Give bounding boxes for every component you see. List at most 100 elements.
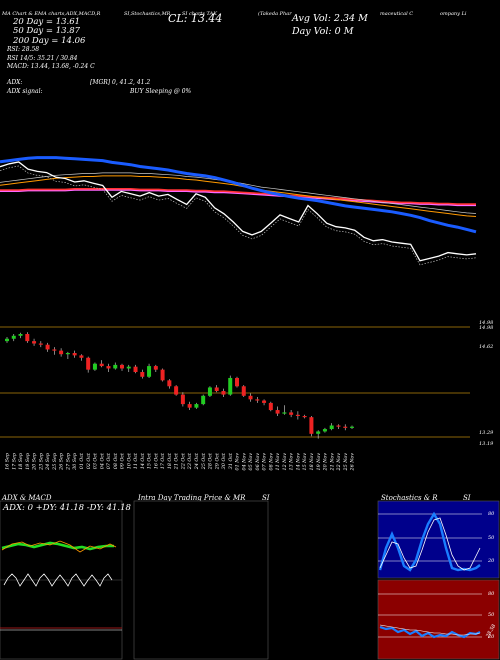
x-tick-label: 29 Oct	[214, 453, 220, 470]
candle-body	[207, 387, 212, 396]
x-tick-label: 19 Sep	[25, 453, 31, 470]
x-tick-label: 25 Oct	[201, 453, 207, 470]
candle-body	[275, 410, 280, 414]
candle-body	[25, 334, 30, 342]
candle-body	[255, 399, 260, 401]
adx-label: ADX:	[7, 79, 23, 86]
x-tick-label: 24 Sep	[45, 453, 51, 471]
price-level-top-a: 14.98	[479, 320, 494, 326]
price-level-1319: 13.19	[479, 441, 494, 447]
candle-body	[295, 414, 300, 416]
x-tick-label: 13 Nov	[289, 453, 295, 471]
x-tick-label: 24 Oct	[194, 453, 200, 470]
x-tick-label: 14 Nov	[295, 453, 301, 471]
x-tick-label: 15 Oct	[147, 453, 153, 469]
x-tick-label: 12 Nov	[282, 453, 288, 471]
x-tick-label: 01 Nov	[235, 453, 241, 471]
candle-body	[309, 417, 314, 434]
close-line	[0, 161, 477, 262]
ma50-label: 50 Day = 13.87	[13, 26, 81, 36]
day-volume: Day Vol: 0 M	[292, 26, 354, 37]
candle-body	[106, 366, 111, 369]
price-level-top-b: 14.98	[479, 325, 494, 331]
x-tick-label: 17 Sep	[11, 453, 17, 470]
close-price: CL: 13.44	[168, 12, 223, 25]
candle-body	[235, 377, 239, 387]
candle-body	[248, 395, 253, 400]
x-tick-label: 31 Oct	[228, 453, 234, 469]
stoch-panel-title: Stochastics & R	[381, 494, 438, 502]
ma-red-line	[0, 188, 476, 205]
mgr-label: [MGR] 0, 41.2, 41.2	[90, 79, 151, 86]
candle-body	[59, 350, 64, 355]
x-tick-label: 26 Sep	[59, 453, 65, 471]
rsi-label: RSI: 28.58	[7, 46, 40, 53]
header-topline-3: SI charts TAK	[182, 11, 217, 17]
candle-body	[72, 353, 77, 356]
candle-body	[302, 415, 307, 418]
candle-body	[180, 394, 185, 405]
candle-body	[350, 426, 354, 428]
candle-body	[167, 380, 172, 387]
candle-body	[194, 404, 199, 408]
ma20-line	[0, 156, 477, 234]
candlestick-series	[5, 332, 354, 439]
x-tick-label: 25 Sep	[52, 453, 58, 471]
x-tick-label: 08 Oct	[113, 453, 119, 469]
header-topline-5: maceutical C	[380, 11, 414, 17]
candle-body	[126, 366, 131, 369]
x-tick-label: 18 Nov	[309, 453, 315, 471]
candle-body	[113, 364, 118, 369]
avg-volume: Avg Vol: 2.34 M	[292, 13, 368, 24]
x-tick-label: 15 Nov	[302, 453, 308, 471]
candle-body	[99, 363, 104, 367]
candle-body	[153, 366, 158, 370]
buy-signal-label: BUY Sleeping @ 0%	[130, 88, 192, 95]
intraday-panel-si: SI	[262, 494, 270, 502]
x-tick-label: 14 Oct	[140, 453, 146, 469]
candle-body	[174, 386, 179, 395]
candle-body	[45, 344, 50, 350]
candle-body	[86, 357, 91, 370]
candle-body	[18, 334, 23, 336]
x-tick-label: 02 Oct	[86, 453, 92, 469]
candle-body	[92, 363, 97, 370]
adx-values: ADX: 0 +DY: 41.18 -DY: 41.18	[3, 503, 131, 513]
x-tick-label: 28 Oct	[208, 453, 214, 470]
x-tick-label: 30 Sep	[72, 453, 78, 470]
candle-body	[241, 386, 246, 396]
x-tick-label: 01 Oct	[79, 453, 85, 469]
candle-body	[32, 341, 37, 344]
candle-body	[221, 391, 226, 395]
candle-body	[289, 412, 294, 415]
header-topline-2: SI,Stochastics,MR	[124, 11, 171, 17]
close-dotted-line	[0, 165, 477, 266]
rsi-tick-50: 50	[488, 612, 495, 618]
candle-body	[201, 395, 206, 405]
x-tick-label: 04 Oct	[99, 453, 105, 469]
ma20-label: 20 Day = 13.61	[13, 17, 81, 27]
x-tick-label: 11 Nov	[275, 453, 281, 471]
x-tick-label: 10 Oct	[126, 453, 132, 469]
x-tick-label: 20 Nov	[323, 453, 329, 472]
candle-body	[329, 425, 334, 430]
x-tick-label: 26 Nov	[350, 453, 356, 472]
x-tick-label: 21 Nov	[329, 453, 335, 472]
ma200-line	[0, 189, 476, 207]
moving-average-lines	[0, 156, 477, 234]
x-tick-label: 23 Sep	[38, 453, 44, 471]
x-tick-label: 21 Oct	[174, 453, 180, 470]
candle-body	[38, 343, 43, 345]
candle-body	[282, 412, 287, 414]
x-tick-label: 04 Nov	[241, 453, 247, 471]
x-tick-label: 11 Oct	[133, 453, 139, 469]
candle-body	[228, 377, 233, 395]
price-guide-lines	[0, 326, 470, 438]
x-tick-label: 23 Oct	[187, 453, 193, 470]
ma50-line	[0, 175, 477, 217]
adx-panel-title: ADX & MACD	[2, 494, 52, 502]
header-topline-1: MA Chart & EMA charts,ADX,MACD,R	[2, 11, 101, 17]
x-tick-label: 07 Nov	[262, 453, 268, 471]
candle-body	[133, 366, 138, 373]
macd-label: MACD: 13.44, 13.68, -0.24 C	[7, 63, 95, 70]
